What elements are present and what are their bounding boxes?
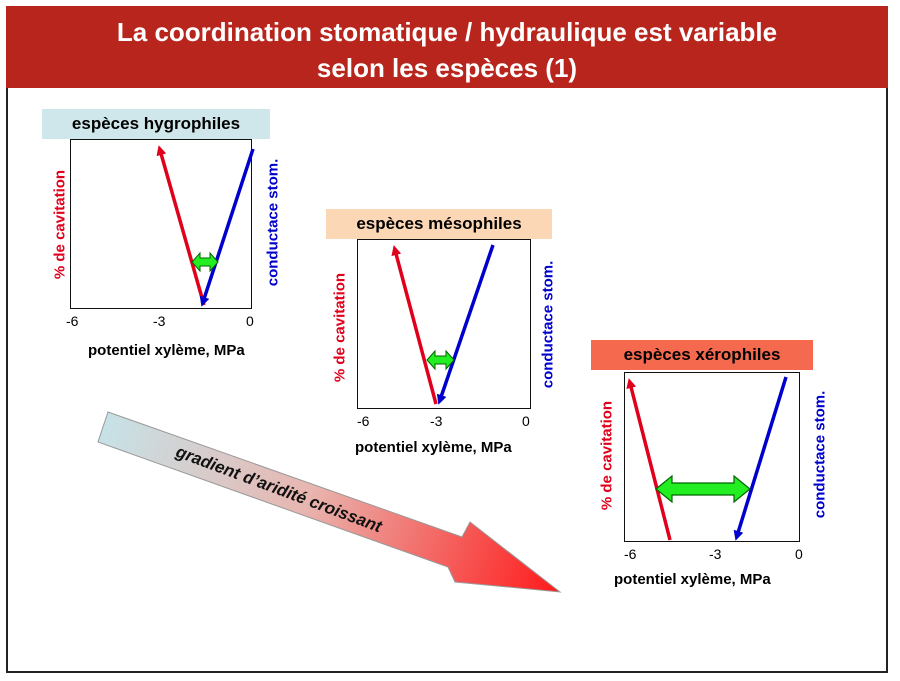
plot-xerophiles xyxy=(624,372,800,542)
panel-title-mesophiles: espèces mésophiles xyxy=(326,209,552,239)
xtick-xero-2: -3 xyxy=(709,546,722,562)
xtick-xero-1: -6 xyxy=(624,546,637,562)
ylabel-left-xerophiles: % de cavitation xyxy=(598,400,616,511)
coordination-arrow-xerophiles xyxy=(655,474,751,504)
cavitation-arrow-hygrophiles xyxy=(156,145,206,306)
conductance-arrow-hygrophiles xyxy=(199,148,255,307)
xtick-meso-1: -6 xyxy=(357,413,370,429)
gradient-arrow-shape xyxy=(97,411,562,593)
panel-title-hygrophiles: espèces hygrophiles xyxy=(42,109,270,139)
panel-title-xerophiles: espèces xérophiles xyxy=(591,340,813,370)
title-banner: La coordination stomatique / hydraulique… xyxy=(6,6,888,88)
plot-hygrophiles xyxy=(70,139,252,309)
xlabel-mesophiles: potentiel xylème, MPa xyxy=(355,439,512,456)
plot-mesophiles xyxy=(357,239,531,409)
cavitation-arrow-mesophiles xyxy=(391,245,438,405)
xtick-hygro-2: -3 xyxy=(153,313,166,329)
title-line-2: selon les espèces (1) xyxy=(316,53,578,83)
xtick-hygro-1: -6 xyxy=(66,313,79,329)
conductance-arrow-mesophiles xyxy=(436,244,495,405)
ylabel-right-xerophiles: conductace stom. xyxy=(811,390,829,519)
conductance-arrow-xerophiles xyxy=(733,376,788,541)
xlabel-xerophiles: potentiel xylème, MPa xyxy=(614,571,771,588)
xtick-xero-3: 0 xyxy=(795,546,803,562)
coordination-arrow-mesophiles xyxy=(426,349,455,371)
title-line-1: La coordination stomatique / hydraulique… xyxy=(116,17,778,47)
cavitation-arrow-xerophiles xyxy=(626,378,672,541)
xlabel-hygrophiles: potentiel xylème, MPa xyxy=(88,342,245,359)
xtick-hygro-3: 0 xyxy=(246,313,254,329)
xtick-meso-3: 0 xyxy=(522,413,530,429)
coordination-arrow-hygrophiles xyxy=(191,251,219,273)
xtick-meso-2: -3 xyxy=(430,413,443,429)
